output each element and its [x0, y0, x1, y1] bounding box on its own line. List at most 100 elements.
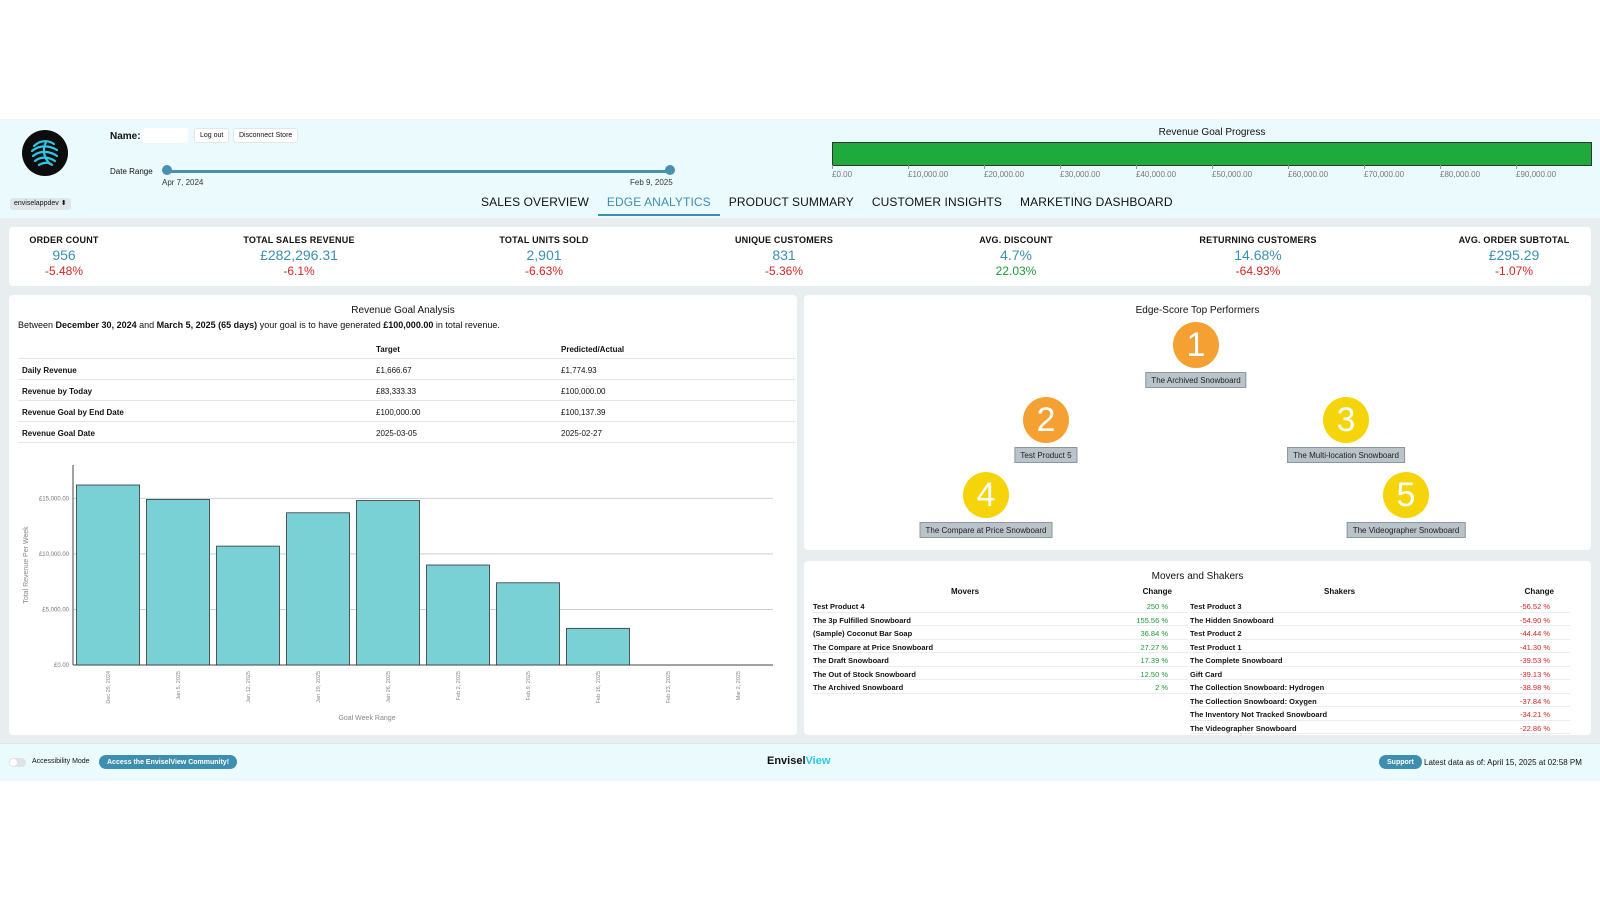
kpi-label: TOTAL SALES REVENUE	[243, 235, 355, 245]
chart-bar	[216, 545, 280, 666]
kpi-change: -6.1%	[283, 264, 315, 278]
mover-change: 12.50 %	[1140, 669, 1168, 679]
date-range-slider-track[interactable]	[167, 170, 671, 173]
chart-bar	[426, 564, 490, 666]
mover-change: 155.56 %	[1136, 615, 1168, 625]
list-item: Gift Card -39.13 %	[1190, 667, 1570, 680]
rank-1-product[interactable]: The Archived Snowboard	[1145, 372, 1247, 388]
revenue-goal-tick-label: £30,000.00	[1060, 170, 1101, 179]
goal-table: Target Predicted/Actual Daily Revenue £1…	[18, 338, 796, 443]
goal-target: 2025-03-05	[376, 429, 417, 438]
shaker-change: -39.13 %	[1519, 669, 1550, 679]
rank-4-product[interactable]: The Compare at Price Snowboard	[919, 522, 1053, 538]
name-field[interactable]	[142, 128, 188, 143]
goal-predicted: £1,774.93	[561, 366, 597, 375]
top-performers-card: Edge-Score Top Performers 1 The Archived…	[804, 295, 1591, 550]
tab-customer-insights[interactable]: CUSTOMER INSIGHTS	[871, 195, 1002, 209]
shaker-change: -41.30 %	[1519, 642, 1550, 652]
chart-y-tick-label: £10,000.00	[39, 552, 70, 558]
movers-table: Movers Change Test Product 4 250 % The 3p…	[813, 586, 1188, 694]
chart-x-axis-label: Goal Week Range	[338, 715, 395, 722]
rank-2-product[interactable]: Test Product 5	[1014, 447, 1078, 463]
shaker-name: Test Product 2	[1190, 629, 1242, 638]
mover-name: The Compare at Price Snowboard	[813, 642, 934, 652]
goal-metric: Revenue by Today	[22, 387, 93, 396]
goal-metric: Revenue Goal Date	[22, 429, 95, 438]
table-row: Revenue Goal by End Date £100,000.00 £10…	[18, 401, 796, 422]
mover-name: The Out of Stock Snowboard	[813, 669, 916, 679]
goal-table-header: Target Predicted/Actual	[18, 338, 796, 359]
kpi-returning-customers: RETURNING CUSTOMERS 14.68% -64.93%	[1199, 235, 1316, 278]
revenue-goal-analysis-title: Revenue Goal Analysis	[351, 305, 455, 316]
tab-edge-analytics[interactable]: EDGE ANALYTICS	[597, 191, 720, 216]
goal-predicted: 2025-02-27	[561, 429, 602, 438]
disconnect-store-button[interactable]: Disconnect Store	[233, 128, 299, 143]
rank-5-product[interactable]: The Videographer Snowboard	[1346, 522, 1466, 538]
accessibility-toggle[interactable]	[9, 758, 26, 767]
rank-3-product[interactable]: The Multi-location Snowboard	[1287, 447, 1405, 463]
chart-x-tick-label: Jan 19, 2025	[316, 671, 322, 703]
list-item: The 3p Fulfilled Snowboard 155.56 %	[813, 613, 1188, 626]
date-range-end-handle[interactable]	[665, 165, 675, 175]
kpi-label: AVG. DISCOUNT	[979, 235, 1053, 245]
chart-bar	[76, 484, 140, 666]
logout-button[interactable]: Log out	[194, 128, 230, 143]
goal-predicted: £100,000.00	[561, 387, 606, 396]
shaker-name: The Collection Snowboard: Hydrogen	[1190, 683, 1325, 692]
support-button[interactable]: Support	[1379, 755, 1422, 769]
revenue-goal-tick: £50,000.00	[1212, 165, 1252, 179]
kpi-summary-card: ORDER COUNT 956 -5.48% TOTAL SALES REVEN…	[9, 227, 1591, 286]
shakers-table: Shakers Change Test Product 3 -56.52 % Th…	[1190, 586, 1570, 734]
rank-2-badge: 2	[1023, 397, 1069, 443]
kpi-label: ORDER COUNT	[29, 235, 99, 245]
goal-target: £83,333.33	[376, 387, 417, 396]
chart-x-tick-label: Feb 23, 2025	[666, 671, 672, 703]
chart-y-tick-label: £15,000.00	[39, 496, 70, 502]
store-select[interactable]: enviselappdev ⬍	[10, 198, 71, 210]
revenue-goal-tick: £10,000.00	[908, 165, 948, 179]
mover-name: The 3p Fulfilled Snowboard	[813, 615, 911, 625]
tab-marketing-dashboard[interactable]: MARKETING DASHBOARD	[1020, 195, 1173, 209]
revenue-goal-tick: £0.00	[832, 165, 852, 179]
community-button[interactable]: Access the EnviselView Community!	[99, 755, 238, 769]
goal-target: £1,666.67	[376, 366, 412, 375]
tab-product-summary[interactable]: PRODUCT SUMMARY	[728, 195, 854, 209]
revenue-goal-tick: £20,000.00	[984, 165, 1025, 179]
mover-name: Test Product 4	[813, 602, 865, 611]
shaker-name: Test Product 3	[1190, 602, 1242, 611]
goal-start-date: December 30, 2024	[55, 320, 137, 330]
mover-name: The Archived Snowboard	[813, 683, 904, 692]
date-range-start-handle[interactable]	[162, 165, 172, 175]
kpi-value: £295.29	[1488, 247, 1540, 263]
chart-x-tick-label: Jan 5, 2025	[176, 671, 182, 700]
goal-sentence-text: in total revenue.	[433, 320, 500, 330]
chart-bar	[496, 582, 560, 666]
mover-name: (Sample) Coconut Bar Soap	[813, 629, 913, 638]
goal-amount: £100,000.00	[383, 320, 434, 330]
kpi-total-sales-revenue: TOTAL SALES REVENUE £282,296.31 -6.1%	[243, 235, 354, 278]
movers-shakers-card: Movers and Shakers Movers Change Test Pr…	[804, 561, 1591, 735]
revenue-goal-tick-label: £20,000.00	[984, 170, 1025, 179]
kpi-change: 22.03%	[995, 264, 1037, 278]
tab-sales-overview[interactable]: SALES OVERVIEW	[481, 195, 589, 209]
movers-header-row: Movers Change	[813, 586, 1188, 599]
goal-header-target: Target	[376, 345, 400, 354]
shaker-change: -37.84 %	[1519, 696, 1550, 706]
kpi-change: -64.93%	[1235, 264, 1281, 278]
shaker-name: The Complete Snowboard	[1190, 656, 1283, 665]
revenue-goal-analysis-card: Revenue Goal Analysis Between December 3…	[9, 295, 797, 735]
rank-4-badge: 4	[963, 472, 1009, 518]
kpi-total-units-sold: TOTAL UNITS SOLD 2,901 -6.63%	[499, 235, 588, 278]
shaker-name: The Hidden Snowboard	[1190, 615, 1274, 625]
top-performers-title: Edge-Score Top Performers	[1135, 305, 1260, 316]
goal-summary-sentence: Between December 30, 2024 and March 5, 2…	[18, 320, 500, 330]
goal-predicted: £100,137.39	[561, 408, 606, 417]
chart-bar	[356, 500, 420, 666]
weekly-revenue-bar-chart: £0.00 £5,000.00 £10,000.00 £15,000.00 Dec 29…	[23, 465, 773, 722]
kpi-value: 956	[52, 247, 76, 263]
kpi-value: 2,901	[526, 247, 562, 263]
latest-data-timestamp: Latest data as of: April 15, 2025 at 02:…	[1424, 758, 1582, 767]
kpi-value: 14.68%	[1234, 247, 1282, 263]
revenue-goal-tick-label: £40,000.00	[1136, 170, 1177, 179]
list-item: Test Product 3 -56.52 %	[1190, 599, 1570, 613]
